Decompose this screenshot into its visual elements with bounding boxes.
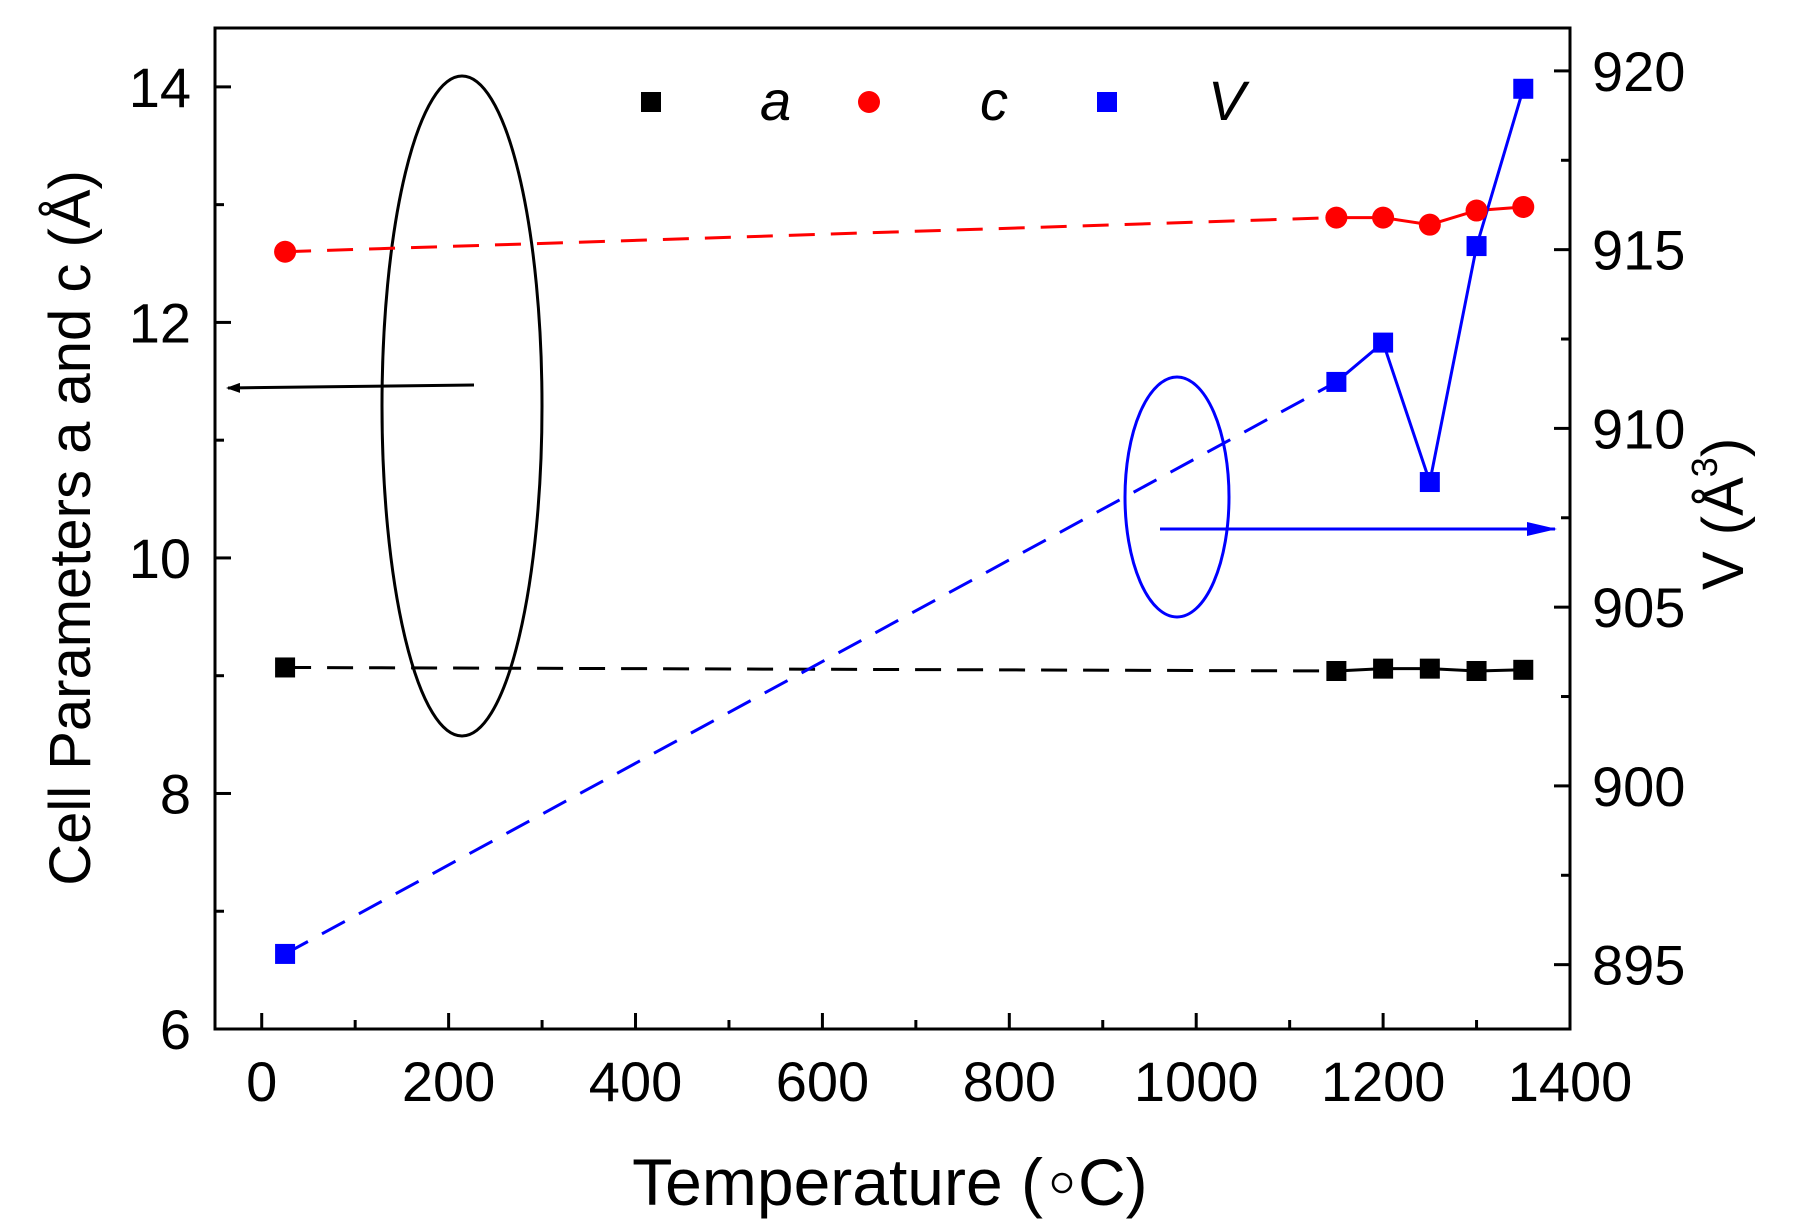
- y-left-axis-title: Cell Parameters a and c (Å): [38, 170, 103, 886]
- series-points: [274, 78, 1535, 964]
- degree-symbol: [1051, 1172, 1073, 1194]
- y-right-tick-label: 910: [1592, 397, 1685, 460]
- point-a-5: [1513, 659, 1534, 680]
- series-V-dashed-line: [284, 380, 1338, 956]
- y-left-tick-label: 12: [129, 291, 191, 354]
- point-c-1: [1325, 206, 1348, 229]
- legend-label-c: c: [980, 69, 1008, 132]
- plot-frame: [213, 26, 1572, 1031]
- point-c-4: [1465, 199, 1488, 222]
- point-c-0: [274, 240, 297, 263]
- y-right-axis-title-prefix: V (Å: [1691, 477, 1756, 590]
- x-tick-label: 400: [589, 1050, 682, 1113]
- annotations: [226, 74, 1557, 738]
- point-a-1: [1326, 660, 1347, 681]
- x-tick-label: 600: [776, 1050, 869, 1113]
- point-a-2: [1373, 658, 1394, 679]
- series-V-solid-line: [1335, 88, 1525, 488]
- x-axis-title-main: Temperature (: [632, 1145, 1043, 1219]
- point-c-5: [1512, 196, 1535, 219]
- y-left-tick-label: 10: [129, 527, 191, 590]
- point-a-0: [275, 657, 296, 678]
- ticks: 0 200 400 600 800 1000 1200 1400 6 8 10 12 14 895 900 9…: [129, 40, 1686, 1113]
- x-tick-label: 0: [246, 1050, 277, 1113]
- left-axis-arrow: [226, 382, 475, 393]
- x-tick-label: 1200: [1321, 1050, 1446, 1113]
- x-axis-title-unit: C): [1078, 1145, 1148, 1219]
- x-axis-title: Temperature ( C): [632, 1145, 1147, 1219]
- point-c-2: [1372, 206, 1395, 229]
- x-tick-label: 200: [402, 1050, 495, 1113]
- legend-marker-a: [641, 92, 661, 112]
- y-left-tick-label: 14: [129, 56, 191, 119]
- legend-marker-c: [858, 91, 880, 113]
- point-V-0: [275, 943, 296, 964]
- y-right-tick-label: 895: [1592, 934, 1685, 997]
- point-V-4: [1466, 236, 1487, 257]
- point-a-4: [1466, 660, 1487, 681]
- y-left-tick-label: 6: [160, 998, 191, 1061]
- y-right-tick-label: 900: [1592, 755, 1685, 818]
- legend-label-a: a: [760, 69, 791, 132]
- svg-text:V (Å3): V (Å3): [1684, 438, 1756, 590]
- left-group-ellipse: [380, 74, 544, 738]
- point-V-5: [1513, 78, 1534, 99]
- x-tick-label: 1400: [1508, 1050, 1633, 1113]
- point-V-3: [1419, 472, 1440, 493]
- y-right-tick-label: 915: [1592, 219, 1685, 282]
- y-right-axis-title-suffix: ): [1691, 438, 1756, 457]
- legend: a c V: [641, 69, 1250, 132]
- legend-marker-V: [1097, 92, 1117, 112]
- y-right-tick-label: 920: [1592, 40, 1685, 103]
- right-group-ellipse: [1123, 375, 1231, 619]
- x-tick-label: 1000: [1134, 1050, 1259, 1113]
- point-V-1: [1326, 371, 1347, 392]
- legend-label-V: V: [1208, 69, 1250, 132]
- y-left-tick-label: 8: [160, 762, 191, 825]
- y-right-tick-label: 905: [1592, 576, 1685, 639]
- series-c-dashed-line: [285, 216, 1337, 254]
- y-right-axis-title-exp: 3: [1684, 457, 1725, 477]
- point-V-2: [1373, 332, 1394, 353]
- point-c-3: [1418, 213, 1441, 236]
- y-right-axis-title: V (Å3): [1684, 438, 1756, 590]
- x-tick-label: 800: [963, 1050, 1056, 1113]
- point-a-3: [1419, 658, 1440, 679]
